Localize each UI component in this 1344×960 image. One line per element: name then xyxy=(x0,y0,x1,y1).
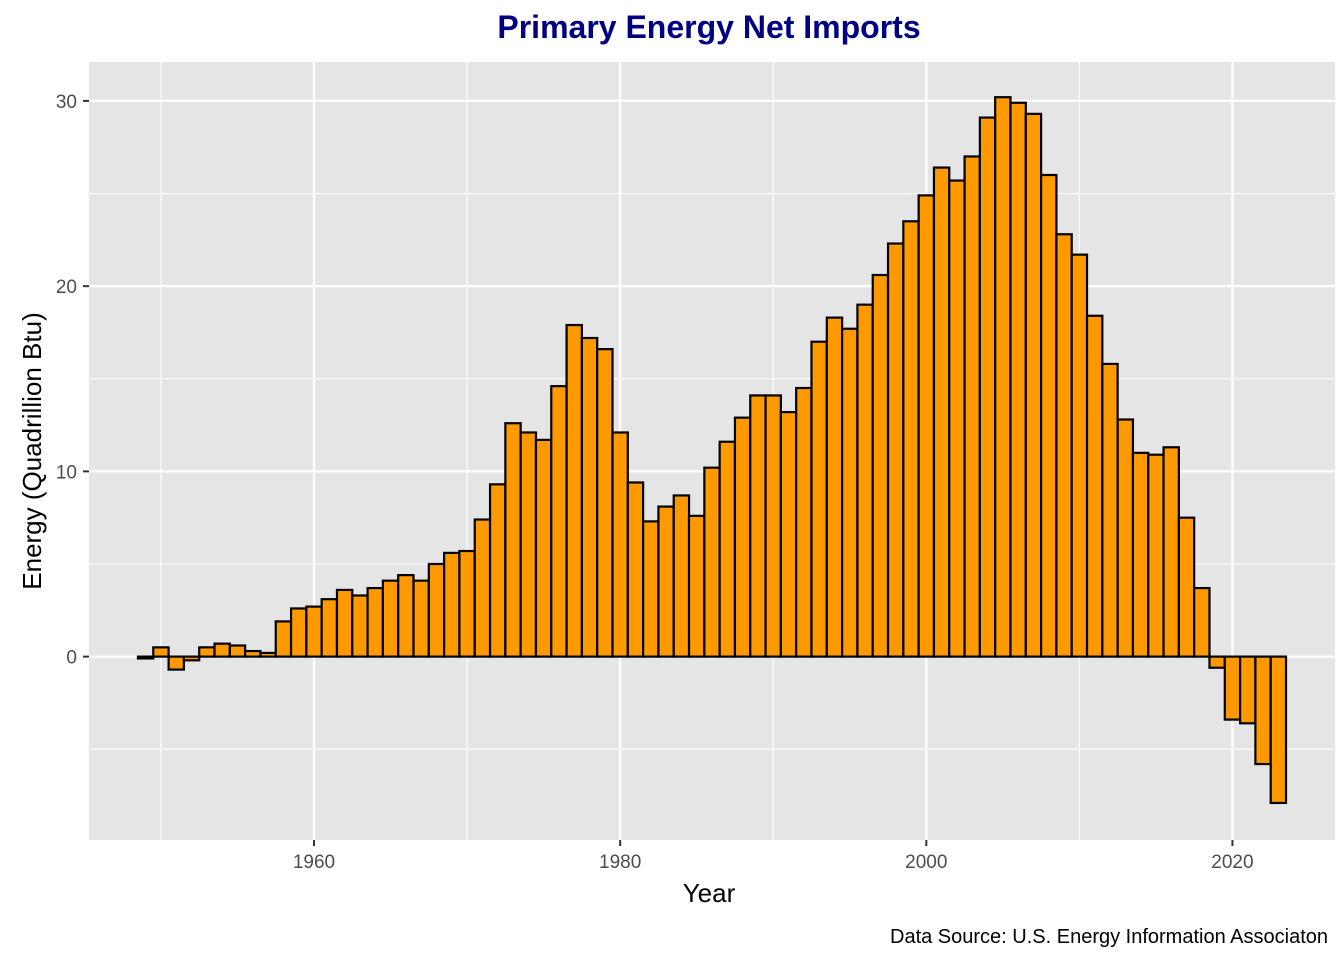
bar-2005 xyxy=(994,96,1012,658)
bar-1992 xyxy=(795,386,813,658)
bar-2022 xyxy=(1254,655,1272,766)
bar-1971 xyxy=(473,518,492,658)
bar-1972 xyxy=(488,483,507,658)
bar-1990 xyxy=(764,394,782,658)
bar-1978 xyxy=(580,336,599,658)
bar-1998 xyxy=(886,242,905,658)
bar-1966 xyxy=(397,574,415,658)
y-tick-label: 30 xyxy=(56,92,77,113)
bar-1993 xyxy=(810,340,828,658)
bar-1982 xyxy=(642,520,660,658)
bar-1949 xyxy=(136,655,155,660)
x-axis-title: Year xyxy=(683,878,736,908)
bar-2020 xyxy=(1223,655,1242,721)
bar-1967 xyxy=(412,579,430,658)
bar-1957 xyxy=(259,651,277,658)
bar-2023 xyxy=(1269,655,1288,805)
bar-2017 xyxy=(1177,516,1196,658)
bar-1974 xyxy=(519,431,538,658)
bar-1994 xyxy=(825,316,844,658)
y-tick-label: 0 xyxy=(66,648,77,669)
bar-1976 xyxy=(550,385,568,658)
bar-1950 xyxy=(152,646,170,658)
x-tick-label: 1960 xyxy=(293,852,335,873)
bar-2010 xyxy=(1070,253,1089,658)
bar-1960 xyxy=(305,605,323,658)
bar-1986 xyxy=(703,466,721,658)
bar-1996 xyxy=(856,303,874,658)
bars xyxy=(136,96,1288,805)
bar-1970 xyxy=(458,549,476,658)
bar-1981 xyxy=(626,481,645,658)
x-tick-label: 1980 xyxy=(599,852,641,873)
bar-1965 xyxy=(381,579,400,658)
bar-1968 xyxy=(427,562,446,658)
bar-1952 xyxy=(182,655,201,662)
bar-1999 xyxy=(902,220,920,658)
bar-1975 xyxy=(534,438,553,658)
bar-1988 xyxy=(733,416,752,658)
bar-1961 xyxy=(320,598,339,658)
y-axis: 0 10 20 30 xyxy=(56,92,89,669)
bar-1958 xyxy=(274,620,293,658)
bar-2009 xyxy=(1055,233,1073,658)
bar-1963 xyxy=(351,594,369,658)
bar-2019 xyxy=(1208,655,1226,669)
data-source-caption: Data Source: U.S. Energy Information Ass… xyxy=(890,926,1328,948)
bar-2014 xyxy=(1131,451,1150,658)
plot-panel xyxy=(89,62,1335,840)
bar-1956 xyxy=(244,649,262,658)
bar-2013 xyxy=(1116,418,1135,658)
bar-1979 xyxy=(596,348,614,658)
bar-2018 xyxy=(1193,586,1211,658)
bar-1987 xyxy=(718,440,737,658)
bar-1991 xyxy=(779,411,798,658)
bar-2015 xyxy=(1147,453,1165,658)
x-tick-label: 2000 xyxy=(905,852,947,873)
bar-1953 xyxy=(198,646,216,658)
x-axis: 1960 1980 2000 2020 xyxy=(293,840,1254,873)
x-tick-label: 2020 xyxy=(1211,852,1253,873)
bar-1977 xyxy=(565,323,583,658)
bar-1951 xyxy=(167,655,186,671)
bar-2004 xyxy=(978,116,997,658)
bar-2007 xyxy=(1024,112,1043,658)
bar-1983 xyxy=(657,505,675,658)
chart-title: Primary Energy Net Imports xyxy=(497,9,920,45)
bar-2000 xyxy=(917,194,936,658)
bar-2016 xyxy=(1162,446,1180,658)
bar-2011 xyxy=(1085,314,1104,658)
y-tick-label: 10 xyxy=(56,462,77,483)
bar-1989 xyxy=(749,394,767,658)
bar-2006 xyxy=(1009,101,1027,658)
bar-2001 xyxy=(932,166,951,658)
y-tick-label: 20 xyxy=(56,277,77,298)
bar-1984 xyxy=(672,494,691,658)
bar-2021 xyxy=(1238,655,1257,725)
bar-1969 xyxy=(443,551,461,658)
bar-2002 xyxy=(948,179,966,658)
bar-1980 xyxy=(611,431,629,658)
bar-1962 xyxy=(335,588,354,658)
bar-2012 xyxy=(1101,362,1119,658)
bar-1955 xyxy=(228,644,247,658)
bar-2008 xyxy=(1040,173,1058,658)
bar-1973 xyxy=(504,422,522,658)
y-axis-title: Energy (Quadrillion Btu) xyxy=(17,312,47,589)
bar-1959 xyxy=(289,607,308,658)
bar-1995 xyxy=(841,327,859,658)
bar-1985 xyxy=(687,514,706,658)
bar-1954 xyxy=(213,642,231,658)
bar-2003 xyxy=(963,155,981,658)
bar-1964 xyxy=(366,586,384,658)
bar-1997 xyxy=(871,273,890,658)
